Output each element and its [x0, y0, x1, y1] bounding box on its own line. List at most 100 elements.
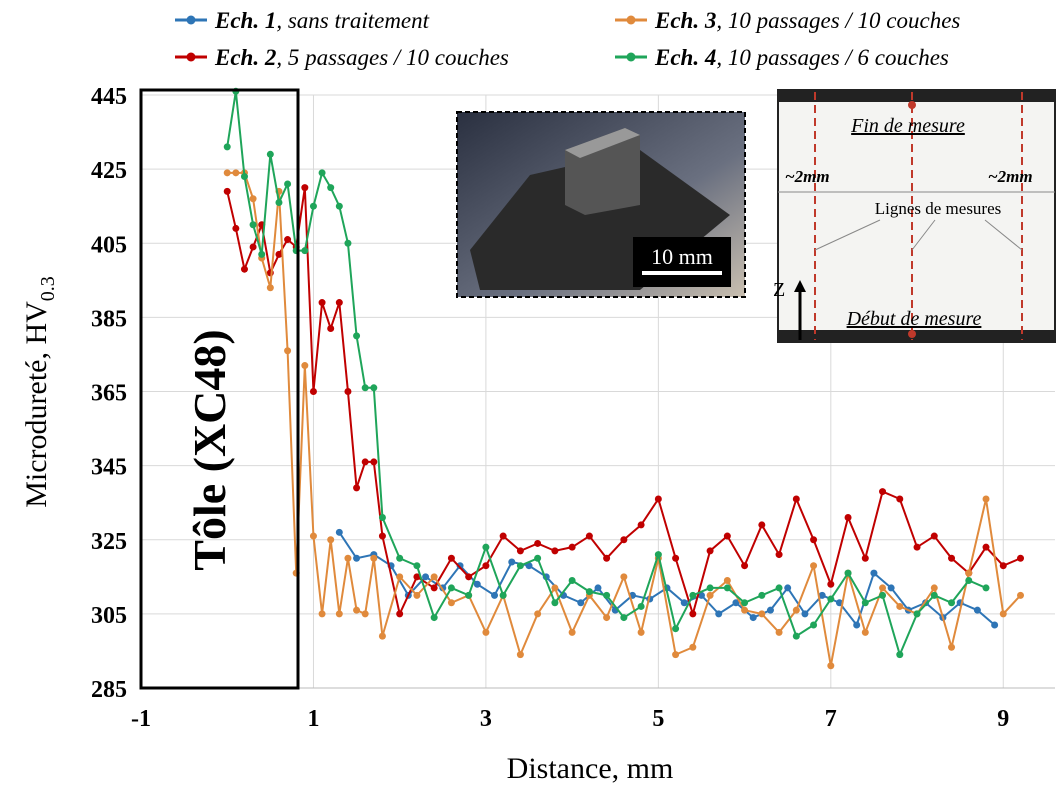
- data-point: [870, 569, 878, 577]
- data-point: [508, 558, 516, 566]
- data-point: [672, 554, 680, 562]
- y-tick-label: 285: [91, 677, 127, 703]
- data-point: [413, 562, 421, 570]
- z-label: Z: [773, 279, 785, 301]
- data-point: [370, 458, 378, 466]
- data-point: [361, 610, 369, 618]
- data-point: [775, 551, 783, 559]
- x-tick-label: 7: [825, 706, 837, 732]
- legend-label: Ech. 2, 5 passages / 10 couches: [214, 45, 509, 70]
- data-point: [335, 528, 343, 536]
- data-point: [318, 299, 326, 307]
- data-point: [723, 577, 731, 585]
- data-point: [620, 536, 628, 544]
- data-point: [361, 458, 369, 466]
- data-point: [301, 184, 309, 192]
- data-point: [249, 195, 257, 203]
- data-point: [516, 547, 524, 555]
- data-point: [327, 184, 335, 192]
- data-point: [378, 632, 386, 640]
- data-point: [680, 599, 688, 607]
- data-point: [577, 599, 585, 607]
- data-point: [1017, 591, 1025, 599]
- data-point: [447, 599, 455, 607]
- data-point: [672, 625, 680, 633]
- data-point: [525, 562, 533, 570]
- data-point: [689, 643, 697, 651]
- data-point: [361, 384, 369, 392]
- data-point: [551, 547, 559, 555]
- data-point: [318, 610, 326, 618]
- data-point: [309, 202, 317, 210]
- scale-bar-label: 10 mm: [651, 244, 713, 269]
- data-point: [327, 324, 335, 332]
- data-point: [948, 643, 956, 651]
- data-point: [861, 599, 869, 607]
- data-point: [982, 543, 990, 551]
- y-tick-label: 445: [91, 84, 127, 110]
- data-point: [827, 662, 835, 670]
- legend-label: Ech. 4, 10 passages / 6 couches: [654, 45, 949, 70]
- data-point: [266, 150, 274, 158]
- data-point: [309, 388, 317, 395]
- data-point: [284, 347, 292, 355]
- data-point: [378, 514, 386, 522]
- legend-marker: [626, 15, 636, 25]
- data-point: [344, 554, 352, 562]
- legend-marker: [186, 52, 196, 62]
- data-point: [422, 573, 430, 581]
- series-line: [227, 171, 1022, 666]
- lines-label: Lignes de mesures: [875, 199, 1002, 218]
- x-tick-label: 9: [997, 706, 1009, 732]
- data-point: [620, 573, 628, 581]
- data-point: [551, 584, 559, 592]
- top-mark: Fin de mesure: [850, 115, 965, 137]
- legend-label: Ech. 1, sans traitement: [214, 8, 430, 33]
- data-point: [370, 554, 378, 562]
- y-tick-label: 365: [91, 381, 127, 407]
- data-point: [378, 532, 386, 540]
- region-label: Tôle (XC48): [184, 329, 235, 570]
- data-point: [913, 543, 921, 551]
- data-point: [447, 554, 455, 562]
- data-point: [284, 180, 292, 188]
- data-point: [948, 554, 956, 562]
- legend-marker: [626, 52, 636, 62]
- section-inset: Fin de mesure ~2mm ~2mm Lignes de mesure…: [773, 89, 1056, 343]
- y-tick-label: 385: [91, 306, 127, 332]
- data-point: [965, 577, 973, 585]
- y-tick-label: 345: [91, 455, 127, 481]
- data-point: [344, 388, 352, 395]
- data-point: [335, 299, 343, 307]
- data-point: [232, 224, 240, 232]
- data-point: [697, 591, 705, 599]
- data-point: [327, 536, 335, 544]
- y-tick-label: 325: [91, 529, 127, 555]
- data-point: [896, 602, 904, 610]
- data-point: [844, 514, 852, 522]
- data-point: [853, 621, 861, 629]
- data-point: [491, 591, 499, 599]
- x-tick-label: 1: [307, 706, 319, 732]
- data-point: [801, 610, 809, 618]
- data-point: [758, 521, 766, 529]
- data-point: [706, 584, 714, 592]
- data-point: [861, 628, 869, 636]
- data-point: [585, 532, 593, 540]
- data-point: [723, 532, 731, 540]
- data-point: [482, 562, 490, 570]
- data-point: [999, 562, 1007, 570]
- left-width: ~2mm: [785, 167, 830, 186]
- data-point: [258, 250, 266, 258]
- data-point: [784, 584, 792, 592]
- data-point: [827, 580, 835, 588]
- data-point: [654, 551, 662, 559]
- data-point: [965, 569, 973, 577]
- photo-inset: 10 mm: [456, 111, 746, 298]
- x-axis-title: Distance, mm: [507, 752, 674, 785]
- data-point: [654, 495, 662, 503]
- data-point: [930, 584, 938, 592]
- data-point: [568, 543, 576, 551]
- data-point: [973, 606, 981, 614]
